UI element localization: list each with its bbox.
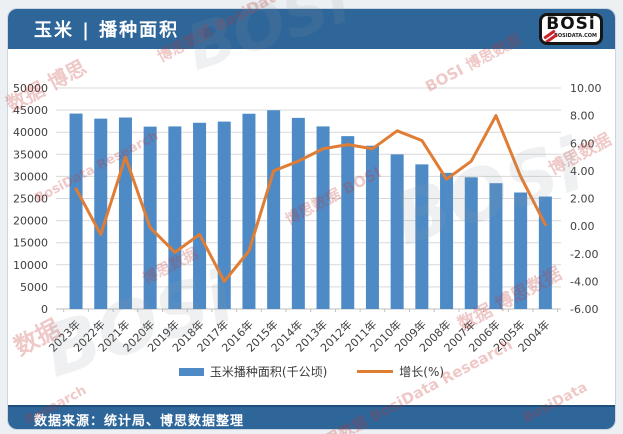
svg-text:0: 0 <box>41 303 48 316</box>
svg-text:6.00: 6.00 <box>570 137 595 150</box>
legend-item-line: 增长(%) <box>357 363 444 380</box>
svg-text:20000: 20000 <box>13 215 48 228</box>
chart-legend: 玉米播种面积(千公顷) 增长(%) <box>8 363 615 380</box>
source-bar: 数据来源：统计局、博思数据整理 <box>8 405 615 429</box>
bar-2022年 <box>94 118 108 309</box>
data-source-text: 数据来源：统计局、博思数据整理 <box>34 413 245 429</box>
page-title: 玉米 | 播种面积 <box>34 20 180 41</box>
growth-line <box>74 114 547 283</box>
legend-item-bars: 玉米播种面积(千公顷) <box>178 363 328 380</box>
svg-text:50000: 50000 <box>13 82 48 95</box>
bar-2012年 <box>341 136 355 309</box>
svg-text:-4.00: -4.00 <box>570 275 598 288</box>
legend-label-bars: 玉米播种面积(千公顷) <box>209 365 328 379</box>
left-axis-labels: 0 5000 10000 15000 20000 25000 30000 35000 40000… <box>13 82 48 316</box>
bar-2015年 <box>267 110 281 309</box>
svg-text:0.00: 0.00 <box>570 220 595 233</box>
bar-2017年 <box>217 121 231 309</box>
bar-2010年 <box>390 154 404 309</box>
chart-region: 0 5000 10000 15000 20000 25000 30000 35000 40000… <box>8 49 615 405</box>
bar-2019年 <box>168 126 182 310</box>
x-axis-labels: 2023年2022年2021年2020年2019年2018年2017年2016年… <box>46 317 553 354</box>
bars-series <box>69 110 552 310</box>
bar-2020年 <box>143 126 157 309</box>
svg-text:4.00: 4.00 <box>570 165 595 178</box>
svg-text:10000: 10000 <box>13 259 48 272</box>
x-axis-ticks <box>63 309 559 312</box>
svg-text:5000: 5000 <box>20 281 48 294</box>
svg-text:15000: 15000 <box>13 237 48 250</box>
bar-2009年 <box>415 164 429 309</box>
svg-text:40000: 40000 <box>13 126 48 139</box>
bosi-logo-domain: BOSIDATA.COM <box>554 32 597 39</box>
svg-text:35000: 35000 <box>13 148 48 161</box>
chart-canvas: 0 5000 10000 15000 20000 25000 30000 35000 40000… <box>13 82 602 355</box>
bar-2016年 <box>242 113 256 309</box>
svg-text:30000: 30000 <box>13 170 48 183</box>
bosi-logo-text: BOSi <box>546 14 596 34</box>
svg-text:45000: 45000 <box>13 104 48 117</box>
svg-text:8.00: 8.00 <box>570 110 595 123</box>
svg-text:25000: 25000 <box>13 193 48 206</box>
bar-2013年 <box>316 126 330 309</box>
bar-2005年 <box>514 192 528 309</box>
svg-text:-6.00: -6.00 <box>570 303 598 316</box>
bar-2004年 <box>538 196 552 309</box>
bar-2007年 <box>464 177 478 309</box>
svg-text:2.00: 2.00 <box>570 193 595 206</box>
bar-2014年 <box>291 117 305 309</box>
bar-2021年 <box>118 117 132 309</box>
bosi-logo: BOSi BOSIDATA.COM <box>539 13 603 45</box>
page-frame: 玉米 | 播种面积 BOSi BOSIDATA.COM 0 5000 10000 15… <box>7 8 616 430</box>
title-bar: 玉米 | 播种面积 BOSi BOSIDATA.COM <box>8 9 615 49</box>
bar-2008年 <box>440 172 454 309</box>
svg-text:10.00: 10.00 <box>570 82 602 95</box>
legend-label-line: 增长(%) <box>399 365 445 379</box>
svg-text:-2.00: -2.00 <box>570 248 598 261</box>
bar-series-swatch-icon <box>178 367 204 376</box>
bar-2018年 <box>193 122 207 309</box>
line-series-swatch-icon <box>357 370 394 373</box>
right-axis-labels: -6.00 -4.00 -2.00 0.00 2.00 4.00 6.00 8.00 10.00 <box>570 82 602 316</box>
gridlines <box>56 87 561 310</box>
bar-2011年 <box>365 145 379 309</box>
bar-2023年 <box>69 113 83 309</box>
bar-2006年 <box>489 183 503 309</box>
